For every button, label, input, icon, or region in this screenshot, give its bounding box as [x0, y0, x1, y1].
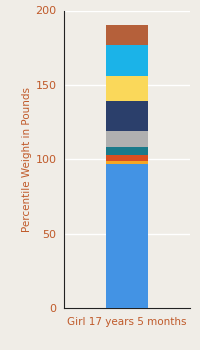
- Bar: [106, 164, 148, 308]
- Bar: [106, 155, 148, 161]
- Bar: [106, 45, 148, 76]
- Bar: [106, 101, 148, 131]
- Bar: [106, 147, 148, 155]
- Bar: [106, 161, 148, 164]
- Bar: [106, 26, 148, 45]
- Bar: [106, 131, 148, 147]
- Y-axis label: Percentile Weight in Pounds: Percentile Weight in Pounds: [22, 87, 32, 232]
- Bar: [106, 76, 148, 101]
